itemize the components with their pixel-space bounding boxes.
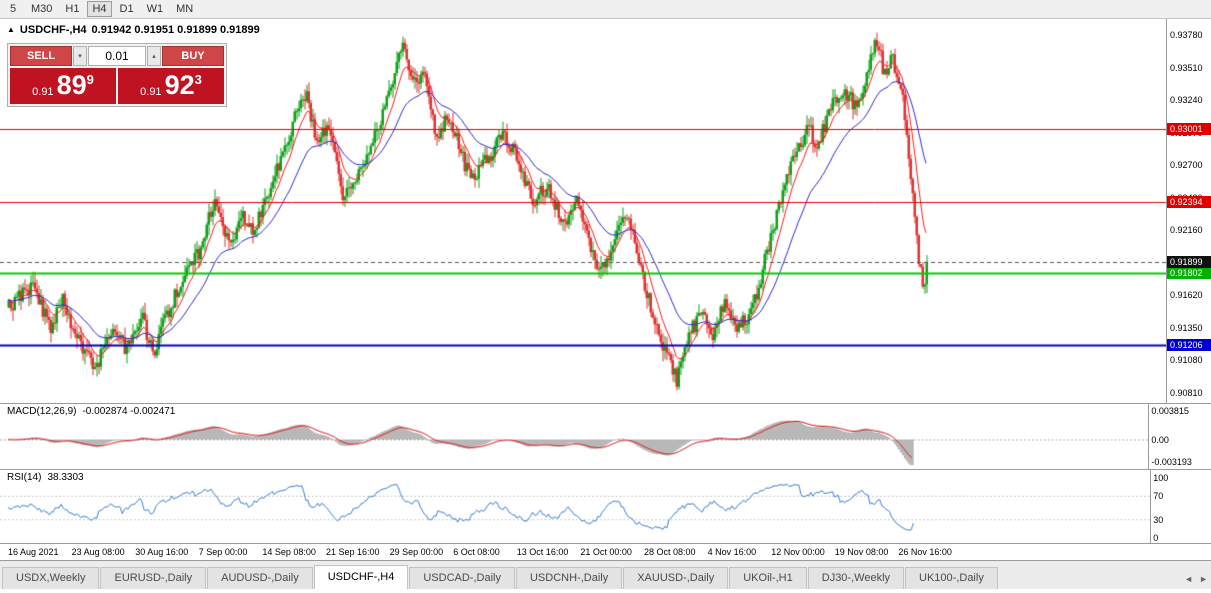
rsi-scale-label: 70 bbox=[1153, 491, 1164, 501]
time-axis-label: 23 Aug 08:00 bbox=[71, 547, 125, 557]
sell-price-pips: 89 bbox=[56, 70, 87, 100]
chart-tab-bar: USDX,Weekly EURUSD-,Daily AUDUSD-,Daily USD… bbox=[0, 561, 1211, 589]
price-scale-label: 0.91620 bbox=[1170, 290, 1203, 301]
chart-tab-ukoil-h1[interactable]: UKOil-,H1 bbox=[729, 567, 807, 589]
price-scale-label: 0.93510 bbox=[1170, 62, 1203, 73]
volume-increase-button[interactable]: ▴ bbox=[147, 46, 161, 66]
chart-tabs: USDX,Weekly EURUSD-,Daily AUDUSD-,Daily USD… bbox=[0, 565, 999, 589]
chart-ohlc-values: 0.91942 0.91951 0.91899 0.91899 bbox=[91, 24, 260, 36]
macd-indicator-panel: MACD(12,26,9) -0.002874 -0.002471 0.0038… bbox=[0, 404, 1211, 470]
rsi-label: RSI(14) 38.3303 bbox=[7, 472, 84, 483]
timeframe-button-h4[interactable]: H4 bbox=[87, 1, 112, 17]
time-axis-label: 28 Oct 08:00 bbox=[644, 547, 696, 557]
time-axis-label: 19 Nov 08:00 bbox=[834, 547, 889, 557]
rsi-indicator-panel: RSI(14) 38.3303 100 70 30 0 bbox=[0, 470, 1211, 544]
price-scale-label: 0.91350 bbox=[1170, 322, 1203, 333]
time-axis-label: 21 Oct 00:00 bbox=[580, 547, 632, 557]
price-chart-plot: ▲ USDCHF-,H4 0.91942 0.91951 0.91899 0.9… bbox=[0, 19, 1166, 404]
time-axis-label: 21 Sep 16:00 bbox=[326, 547, 380, 557]
chart-tab-xauusd-daily[interactable]: XAUUSD-,Daily bbox=[623, 567, 729, 589]
rsi-value: 38.3303 bbox=[47, 472, 84, 483]
arrow-right-icon: ► bbox=[1199, 574, 1208, 584]
chart-tab-audusd-daily[interactable]: AUDUSD-,Daily bbox=[207, 567, 313, 589]
one-click-panel-toggle-icon[interactable]: ▲ bbox=[7, 25, 15, 34]
time-axis-label: 6 Oct 08:00 bbox=[453, 547, 500, 557]
timeframe-button-mn[interactable]: MN bbox=[171, 1, 198, 17]
timeframe-button-h1[interactable]: H1 bbox=[60, 1, 84, 17]
rsi-name: RSI(14) bbox=[7, 472, 42, 483]
time-axis-label: 13 Oct 16:00 bbox=[516, 547, 569, 557]
time-axis-label: 4 Nov 16:00 bbox=[707, 547, 757, 557]
time-axis-label: 16 Aug 2021 bbox=[8, 547, 59, 557]
price-scale-label: 0.92160 bbox=[1170, 225, 1203, 236]
rsi-scale-label: 100 bbox=[1153, 473, 1169, 483]
chart-tab-eurusd-daily[interactable]: EURUSD-,Daily bbox=[100, 567, 207, 589]
chart-tab-uk100-daily[interactable]: UK100-,Daily bbox=[905, 567, 998, 589]
macd-name: MACD(12,26,9) bbox=[7, 406, 77, 417]
triangle-down-icon: ▾ bbox=[78, 53, 82, 60]
buy-price-pips: 92 bbox=[164, 70, 195, 100]
chart-tab-usdx-weekly[interactable]: USDX,Weekly bbox=[2, 567, 100, 589]
buy-price-point: 3 bbox=[194, 72, 202, 87]
level-price-badge: 0.91802 bbox=[1167, 267, 1211, 280]
rsi-canvas[interactable] bbox=[0, 470, 1151, 543]
volume-input[interactable] bbox=[88, 46, 146, 66]
buy-price-display[interactable]: 0.91 92 3 bbox=[118, 68, 224, 104]
one-click-trading-panel: SELL ▾ ▴ BUY 0.91 89 9 bbox=[7, 43, 227, 107]
sell-price-prefix: 0.91 bbox=[32, 86, 54, 98]
time-axis-label: 26 Nov 16:00 bbox=[898, 547, 952, 557]
chart-tab-dj30-weekly[interactable]: DJ30-,Weekly bbox=[807, 567, 905, 589]
price-scale-label: 0.92700 bbox=[1170, 160, 1203, 171]
timeframe-button-d1[interactable]: D1 bbox=[115, 1, 139, 17]
timeframe-button-m30[interactable]: M30 bbox=[26, 1, 57, 17]
level-price-badge: 0.92394 bbox=[1167, 196, 1211, 209]
time-axis-label: 30 Aug 16:00 bbox=[135, 547, 189, 557]
price-scale-label: 0.90810 bbox=[1170, 388, 1203, 398]
chart-tab-usdcad-daily[interactable]: USDCAD-,Daily bbox=[409, 567, 515, 589]
rsi-scale-label: 0 bbox=[1153, 533, 1159, 543]
chart-area: ▲ USDCHF-,H4 0.91942 0.91951 0.91899 0.9… bbox=[0, 19, 1211, 404]
buy-button[interactable]: BUY bbox=[162, 46, 224, 66]
timeframe-button-5[interactable]: 5 bbox=[3, 1, 23, 17]
arrow-left-icon: ◄ bbox=[1184, 574, 1194, 584]
tabs-scroll-left-button[interactable]: ◄ bbox=[1184, 574, 1193, 584]
chart-tab-usdcnh-daily[interactable]: USDCNH-,Daily bbox=[515, 567, 623, 589]
chart-tab-usdchf-h4[interactable]: USDCHF-,H4 bbox=[313, 565, 409, 589]
macd-canvas[interactable] bbox=[0, 404, 1149, 469]
macd-scale-label: 0.00 bbox=[1151, 435, 1169, 445]
rsi-scale[interactable]: 100 70 30 0 bbox=[1150, 470, 1195, 543]
timeframe-toolbar: 5 M30 H1 H4 D1 W1 MN bbox=[0, 0, 1211, 19]
price-scale-label: 0.91080 bbox=[1170, 355, 1203, 366]
time-axis-label: 7 Sep 00:00 bbox=[198, 547, 248, 557]
time-axis[interactable]: 16 Aug 2021 23 Aug 08:00 30 Aug 16:00 7 Sep… bbox=[0, 544, 1211, 561]
volume-decrease-button[interactable]: ▾ bbox=[73, 46, 87, 66]
tab-scroll-controls: ◄ ► bbox=[1184, 574, 1208, 584]
rsi-scale-label: 30 bbox=[1153, 515, 1164, 525]
time-axis-label: 14 Sep 08:00 bbox=[262, 547, 316, 557]
level-price-badge: 0.91206 bbox=[1167, 339, 1211, 352]
buy-price-prefix: 0.91 bbox=[140, 86, 162, 98]
macd-label: MACD(12,26,9) -0.002874 -0.002471 bbox=[7, 406, 175, 417]
level-price-badge: 0.93001 bbox=[1167, 122, 1211, 135]
price-scale-label: 0.93240 bbox=[1170, 95, 1203, 106]
sell-price-display[interactable]: 0.91 89 9 bbox=[10, 68, 116, 104]
sell-price-point: 9 bbox=[86, 72, 94, 87]
chart-title: ▲ USDCHF-,H4 0.91942 0.91951 0.91899 0.9… bbox=[7, 24, 260, 36]
macd-scale-label: -0.003193 bbox=[1151, 457, 1192, 467]
current-price-badge: 0.91899 bbox=[1167, 255, 1211, 268]
macd-scale[interactable]: 0.003815 0.00 -0.003193 bbox=[1148, 404, 1193, 469]
timeframe-button-w1[interactable]: W1 bbox=[142, 1, 169, 17]
macd-scale-label: 0.003815 bbox=[1151, 406, 1189, 416]
triangle-up-icon: ▴ bbox=[152, 53, 156, 60]
time-axis-label: 29 Sep 00:00 bbox=[389, 547, 444, 557]
price-scale-label: 0.93780 bbox=[1170, 30, 1203, 40]
sell-button[interactable]: SELL bbox=[10, 46, 72, 66]
time-axis-label: 12 Nov 00:00 bbox=[771, 547, 825, 557]
chart-symbol-label: USDCHF-,H4 bbox=[19, 24, 87, 36]
tabs-scroll-right-button[interactable]: ► bbox=[1199, 574, 1208, 584]
price-scale[interactable]: 0.937800.935100.932400.929700.927000.924… bbox=[1166, 19, 1211, 403]
macd-values: -0.002874 -0.002471 bbox=[82, 406, 176, 417]
